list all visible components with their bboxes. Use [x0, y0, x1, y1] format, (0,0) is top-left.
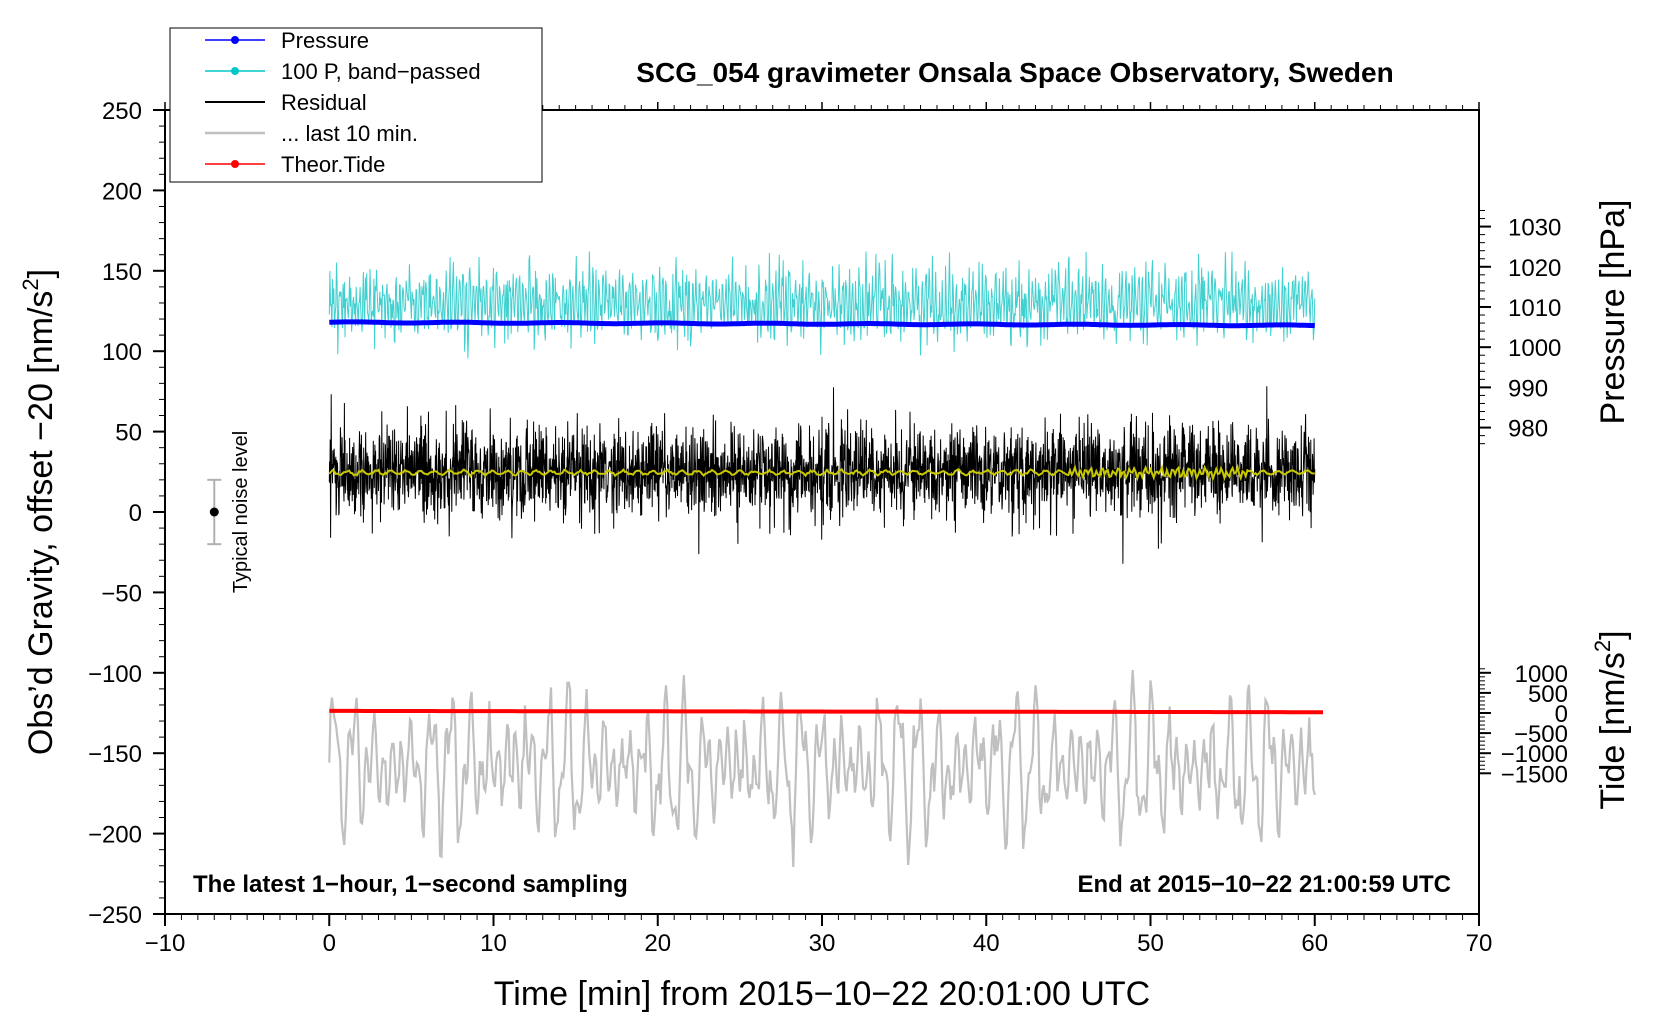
legend-box — [169, 27, 543, 183]
y-tick-label: 150 — [102, 259, 142, 286]
x-tick-label: 10 — [480, 930, 507, 957]
x-tick-label: 40 — [973, 930, 1000, 957]
tide-tick-label: 1000 — [1515, 661, 1568, 688]
x-tick-label: 60 — [1301, 930, 1328, 957]
y-tick-label: −200 — [88, 822, 142, 849]
pressure-tick-label: 1020 — [1508, 255, 1561, 282]
y-axis-gravity: 250 200 150 100 50 0 −50 −100 −150 −200 −250 — [88, 98, 165, 929]
y-tick-label: −250 — [88, 902, 142, 929]
x-tick-label: 20 — [644, 930, 671, 957]
tide-tick-label: −1500 — [1501, 761, 1568, 788]
pressure-tick-label: 1000 — [1508, 335, 1561, 362]
legend-label: Pressure — [281, 28, 369, 53]
last-10-min-trace — [328, 669, 1316, 867]
x-axis-label: Time [min] from 2015−10−22 20:01:00 UTC — [494, 975, 1150, 1013]
noise-label: Typical noise level — [230, 431, 252, 593]
legend-marker — [231, 67, 239, 75]
tide-tick-label: 500 — [1528, 681, 1568, 708]
annotation-sampling: The latest 1−hour, 1−second sampling — [193, 871, 628, 898]
pressure-tick-label: 1010 — [1508, 295, 1561, 322]
annotation-end-time: End at 2015−10−22 21:00:59 UTC — [1077, 871, 1451, 898]
y-tick-label: 50 — [115, 420, 142, 447]
y-tick-label: 100 — [102, 339, 142, 366]
legend-label: ... last 10 min. — [281, 121, 418, 146]
residual-smoothed-trace — [328, 463, 1315, 482]
x-tick-label: 50 — [1137, 930, 1164, 957]
pressure-tick-label: 980 — [1508, 416, 1548, 443]
data-traces — [328, 251, 1323, 867]
legend: Pressure 100 P, band−passed Residual ... la… — [169, 27, 543, 183]
tide-tick-label: −1000 — [1501, 741, 1568, 768]
x-tick-label: 0 — [323, 930, 336, 957]
y-tick-label: −50 — [101, 580, 142, 607]
theoretical-tide-trace — [329, 708, 1323, 715]
legend-label: Theor.Tide — [281, 152, 385, 177]
noise-dot — [209, 507, 219, 517]
y-tick-label: −150 — [88, 741, 142, 768]
legend-marker — [231, 36, 239, 44]
y-axis-label-tide: Tide [nm/s2] — [1590, 630, 1632, 809]
x-axis: −10 0 10 20 30 40 50 60 70 — [145, 102, 1493, 957]
x-tick-label: 70 — [1466, 930, 1493, 957]
y-tick-label: 200 — [102, 178, 142, 205]
tide-tick-label: −500 — [1514, 721, 1568, 748]
y-axis-label-pressure: Pressure [hPa] — [1594, 200, 1632, 425]
residual-trace — [328, 386, 1316, 564]
x-tick-label: 30 — [809, 930, 836, 957]
chart-title: SCG_054 gravimeter Onsala Space Observat… — [636, 57, 1393, 88]
y-tick-label: −100 — [88, 661, 142, 688]
y-axis-label-gravity: Obs’d Gravity, offset −20 [nm/s2] — [18, 269, 60, 755]
noise-level-marker: Typical noise level — [207, 431, 252, 593]
pressure-trace — [329, 319, 1315, 329]
bandpassed-pressure-trace — [328, 251, 1316, 359]
y-tick-label: 0 — [129, 500, 142, 527]
y-axis-pressure: 1030 1020 1010 1000 990 980 — [1479, 210, 1561, 445]
legend-label: 100 P, band−passed — [281, 59, 481, 84]
pressure-tick-label: 990 — [1508, 375, 1548, 402]
tide-tick-label: 0 — [1555, 701, 1568, 728]
legend-marker — [231, 160, 239, 168]
legend-label: Residual — [281, 90, 367, 115]
pressure-tick-label: 1030 — [1508, 215, 1561, 242]
x-tick-label: −10 — [145, 930, 186, 957]
y-tick-label: 250 — [102, 98, 142, 125]
